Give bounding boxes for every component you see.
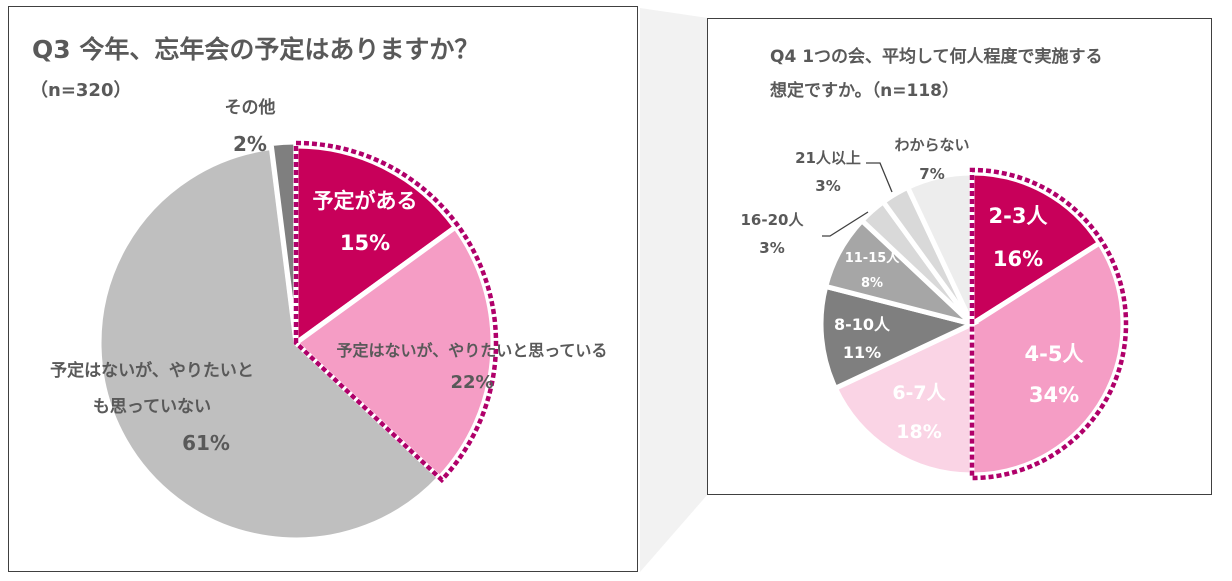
q4-label-2-name: 4-5人 bbox=[1025, 342, 1084, 366]
q3-label-2-name: 予定はないが、やりたいと思っている bbox=[337, 341, 608, 360]
q4-labels: 2-3人 16% 4-5人 34% 6-7人 18% 8-10人 11% 11-15人 8% 16-… bbox=[741, 136, 1084, 443]
q4-pie bbox=[818, 167, 1129, 481]
q3-label-4-value: 2% bbox=[233, 132, 267, 156]
q3-label-2-value: 22% bbox=[450, 372, 493, 393]
q3-label-3-value: 61% bbox=[182, 431, 230, 455]
q4-label-5-name: 11-15人 bbox=[845, 250, 901, 266]
q3-label-3-name-line-2: も思っていない bbox=[93, 397, 211, 417]
q4-highlight-border bbox=[969, 167, 1129, 481]
q3-slice-4 bbox=[268, 139, 299, 340]
q4-label-6-value: 3% bbox=[759, 239, 784, 257]
q3-sample-size: （n=320） bbox=[30, 80, 131, 101]
q4-label-6-name: 16-20人 bbox=[741, 211, 805, 229]
q3-label-4-name: その他 bbox=[225, 97, 276, 118]
q4-leader-16-20 bbox=[822, 211, 869, 237]
q3-highlight-border bbox=[293, 140, 499, 484]
q3-pie bbox=[96, 139, 499, 543]
q3-slice-1 bbox=[293, 143, 459, 348]
q4-label-1-name: 2-3人 bbox=[989, 204, 1048, 228]
q4-label-1-value: 16% bbox=[993, 247, 1043, 271]
q3-panel bbox=[8, 6, 638, 572]
q4-title-line-1: Q4 1つの会、平均して何人程度で実施する bbox=[770, 46, 1103, 67]
q3-label-1-value: 15% bbox=[340, 231, 390, 255]
q4-label-4-value: 11% bbox=[843, 343, 881, 362]
q4-slice-4 bbox=[818, 283, 980, 392]
q3-label-3-name-line-1: 予定はないが、やりたいと bbox=[50, 360, 254, 381]
q4-label-4-name: 8-10人 bbox=[834, 315, 891, 334]
q4-label-7-name: 21人以上 bbox=[795, 149, 861, 167]
q4-title-line-2: 想定ですか。（n=118） bbox=[770, 80, 959, 101]
q4-leader-lines bbox=[822, 162, 893, 237]
q4-label-8-name: わからない bbox=[894, 136, 969, 154]
q4-label-2-value: 34% bbox=[1029, 383, 1079, 407]
q4-label-3-name: 6-7人 bbox=[892, 382, 946, 404]
q4-slice-2 bbox=[969, 239, 1126, 478]
q3-slice-2 bbox=[292, 223, 496, 482]
q4-slice-1 bbox=[969, 170, 1103, 329]
q3-labels: 予定がある 15% 予定はないが、やりたいと思っている 22% 予定はないが、やりたいと… bbox=[50, 97, 607, 455]
q4-label-3-value: 18% bbox=[896, 421, 941, 443]
zoom-connector bbox=[640, 8, 708, 572]
q3-label-1-name: 予定がある bbox=[313, 189, 418, 213]
q4-leader-21plus bbox=[866, 162, 893, 193]
q4-slice-3 bbox=[832, 320, 975, 478]
q4-label-5-value: 8% bbox=[861, 276, 883, 291]
q4-label-8-value: 7% bbox=[919, 165, 944, 183]
q3-slice-3 bbox=[96, 144, 444, 543]
q4-slice-8 bbox=[904, 170, 975, 326]
q4-label-7-value: 3% bbox=[815, 177, 840, 195]
q3-title: Q3 今年、忘年会の予定はありますか？ bbox=[32, 35, 479, 64]
